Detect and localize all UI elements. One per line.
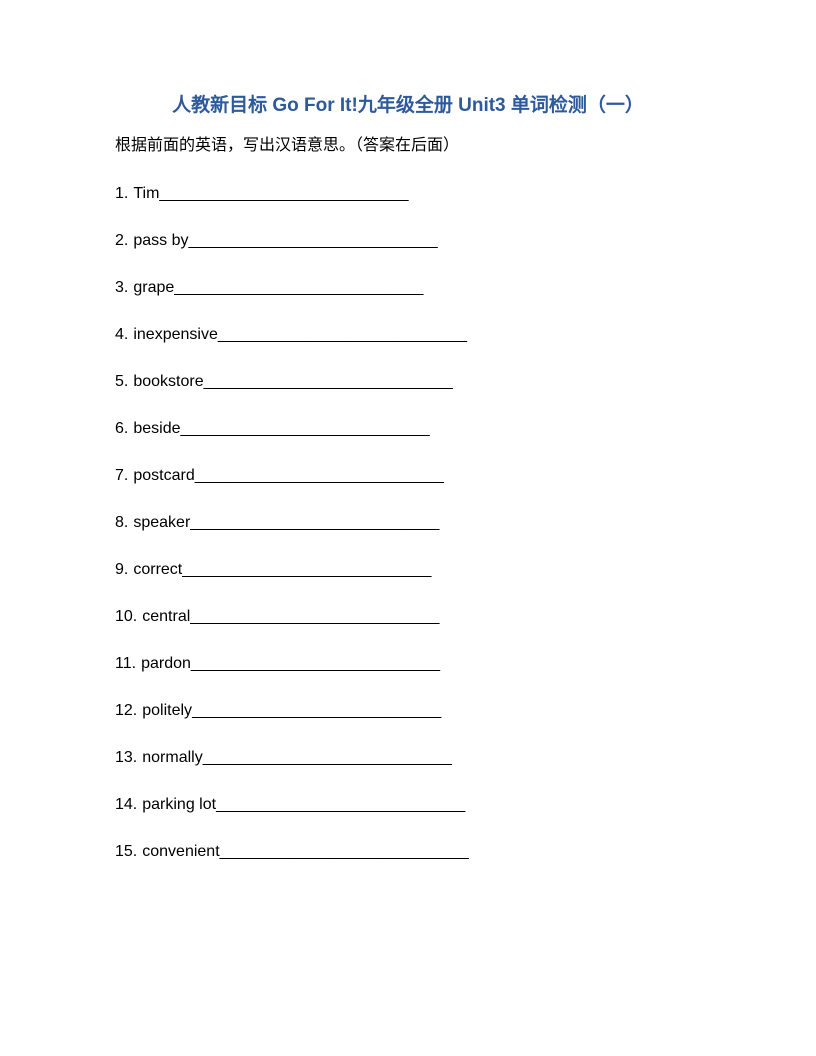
item-number: 7. <box>115 467 128 485</box>
item-number: 10. <box>115 608 137 626</box>
item-word: grape <box>133 279 174 297</box>
blank-line: ____________________________ <box>181 420 430 438</box>
item-word: postcard <box>133 467 194 485</box>
blank-line: ____________________________ <box>191 655 440 673</box>
list-item: 3. grape ____________________________ <box>115 279 701 297</box>
item-number: 4. <box>115 326 128 344</box>
item-number: 6. <box>115 420 128 438</box>
list-item: 10. central ____________________________ <box>115 608 701 626</box>
list-item: 14. parking lot ________________________… <box>115 796 701 814</box>
blank-line: ____________________________ <box>195 467 444 485</box>
list-item: 7. postcard ____________________________ <box>115 467 701 485</box>
page-title: 人教新目标 Go For It!九年级全册 Unit3 单词检测（一） <box>115 90 701 117</box>
item-word: convenient <box>142 843 219 861</box>
item-number: 14. <box>115 796 137 814</box>
instruction-text: 根据前面的英语，写出汉语意思。（答案在后面） <box>115 131 701 155</box>
list-item: 1. Tim ____________________________ <box>115 185 701 203</box>
item-word: correct <box>133 561 182 579</box>
list-item: 11. pardon ____________________________ <box>115 655 701 673</box>
item-number: 3. <box>115 279 128 297</box>
item-number: 12. <box>115 702 137 720</box>
item-word: bookstore <box>133 373 203 391</box>
item-number: 15. <box>115 843 137 861</box>
item-word: politely <box>142 702 192 720</box>
item-number: 13. <box>115 749 137 767</box>
blank-line: ____________________________ <box>218 326 467 344</box>
item-word: speaker <box>133 514 190 532</box>
list-item: 4. inexpensive _________________________… <box>115 326 701 344</box>
list-item: 2. pass by ____________________________ <box>115 232 701 250</box>
blank-line: ____________________________ <box>220 843 469 861</box>
blank-line: ____________________________ <box>190 608 439 626</box>
item-number: 1. <box>115 185 128 203</box>
blank-line: ____________________________ <box>182 561 431 579</box>
blank-line: ____________________________ <box>204 373 453 391</box>
item-number: 5. <box>115 373 128 391</box>
list-item: 8. speaker ____________________________ <box>115 514 701 532</box>
list-item: 6. beside ____________________________ <box>115 420 701 438</box>
item-list: 1. Tim ____________________________ 2. p… <box>115 185 701 861</box>
list-item: 13. normally ___________________________… <box>115 749 701 767</box>
item-word: beside <box>133 420 180 438</box>
item-word: pardon <box>141 655 191 673</box>
item-word: pass by <box>133 232 188 250</box>
list-item: 5. bookstore ___________________________… <box>115 373 701 391</box>
item-word: Tim <box>133 185 159 203</box>
item-number: 2. <box>115 232 128 250</box>
blank-line: ____________________________ <box>192 702 441 720</box>
blank-line: ____________________________ <box>174 279 423 297</box>
item-number: 9. <box>115 561 128 579</box>
item-number: 11. <box>115 655 136 673</box>
item-word: normally <box>142 749 202 767</box>
item-word: parking lot <box>142 796 216 814</box>
list-item: 15. convenient _________________________… <box>115 843 701 861</box>
blank-line: ____________________________ <box>216 796 465 814</box>
item-word: central <box>142 608 190 626</box>
item-word: inexpensive <box>133 326 218 344</box>
blank-line: ____________________________ <box>159 185 408 203</box>
list-item: 9. correct ____________________________ <box>115 561 701 579</box>
blank-line: ____________________________ <box>188 232 437 250</box>
blank-line: ____________________________ <box>190 514 439 532</box>
list-item: 12. politely ___________________________… <box>115 702 701 720</box>
blank-line: ____________________________ <box>203 749 452 767</box>
item-number: 8. <box>115 514 128 532</box>
